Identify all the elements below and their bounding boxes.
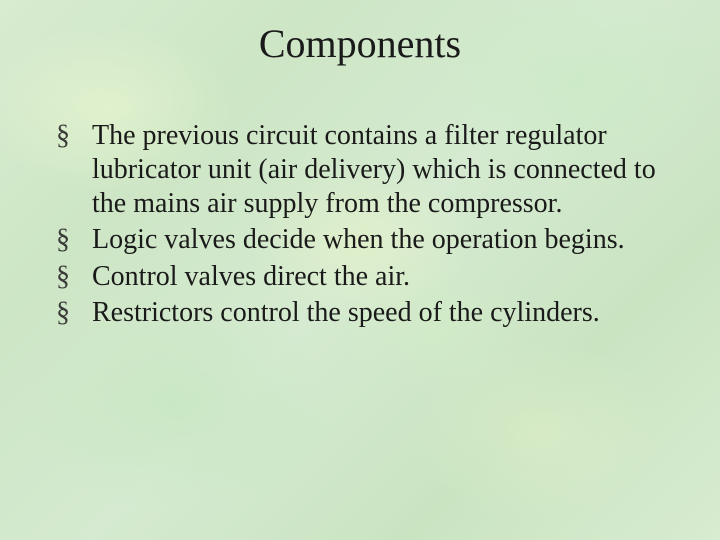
bullet-list: The previous circuit contains a filter r… [50, 119, 670, 330]
list-item: The previous circuit contains a filter r… [50, 119, 670, 221]
list-item: Control valves direct the air. [50, 260, 670, 294]
slide-body: The previous circuit contains a filter r… [0, 67, 720, 330]
slide-title: Components [0, 0, 720, 67]
list-item: Restrictors control the speed of the cyl… [50, 296, 670, 330]
slide: Components The previous circuit contains… [0, 0, 720, 540]
list-item: Logic valves decide when the operation b… [50, 223, 670, 257]
